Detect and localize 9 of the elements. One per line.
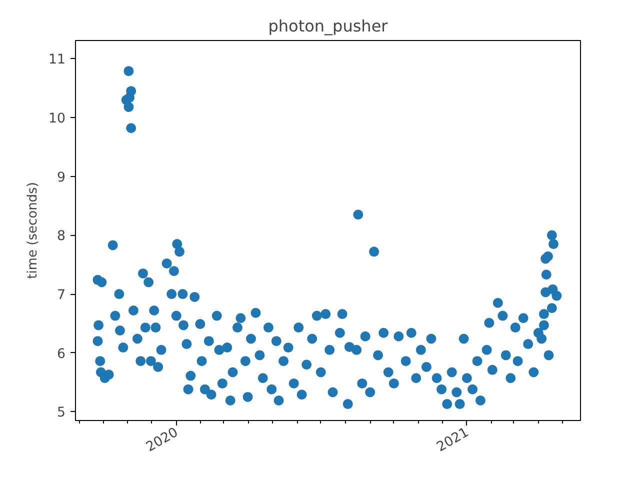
- y-tick-label: 8: [57, 229, 66, 244]
- y-axis-title: time (seconds): [26, 182, 41, 279]
- y-tick-label: 9: [57, 170, 66, 186]
- chart-title: photon_pusher: [268, 16, 388, 36]
- y-tick-label: 5: [57, 406, 66, 421]
- y-tick-label: 11: [48, 52, 66, 68]
- y-tick-label: 7: [57, 288, 66, 304]
- y-tick-label: 6: [57, 346, 66, 362]
- y-tick-label: 10: [48, 112, 66, 127]
